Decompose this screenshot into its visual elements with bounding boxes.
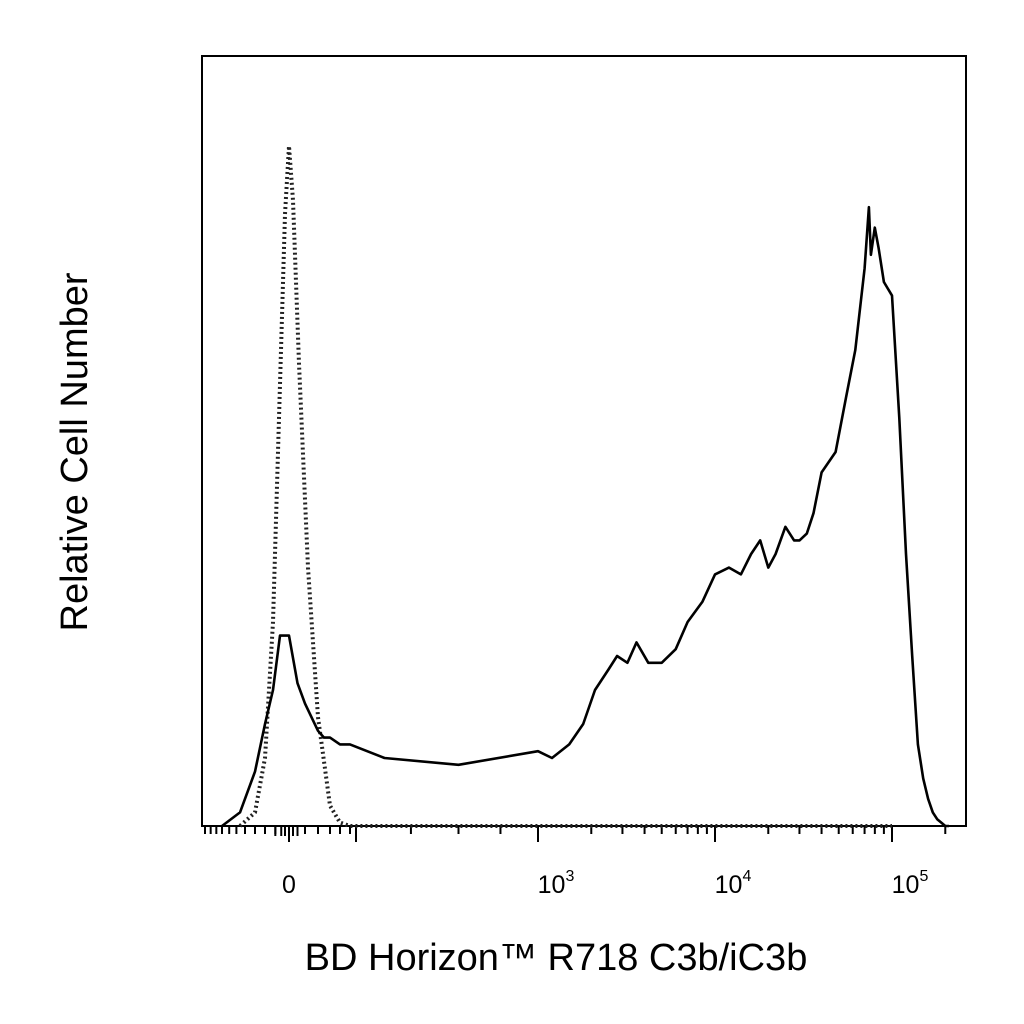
series-dotted-control-line — [238, 144, 892, 828]
x-tick-label: 105 — [892, 868, 929, 899]
plot-frame — [201, 55, 967, 827]
x-axis-tick-labels: 0 103 104 105 — [282, 868, 928, 899]
x-axis-label: BD Horizon™ R718 C3b/iC3b — [305, 937, 808, 979]
y-axis-label: Relative Cell Number — [54, 272, 96, 631]
series-solid-stained-line — [221, 205, 949, 828]
x-tick-label: 104 — [715, 868, 752, 899]
series-layer — [221, 144, 949, 828]
x-tick-label: 103 — [538, 868, 575, 899]
x-axis-ticks — [204, 826, 947, 842]
x-tick-label: 0 — [282, 871, 296, 899]
